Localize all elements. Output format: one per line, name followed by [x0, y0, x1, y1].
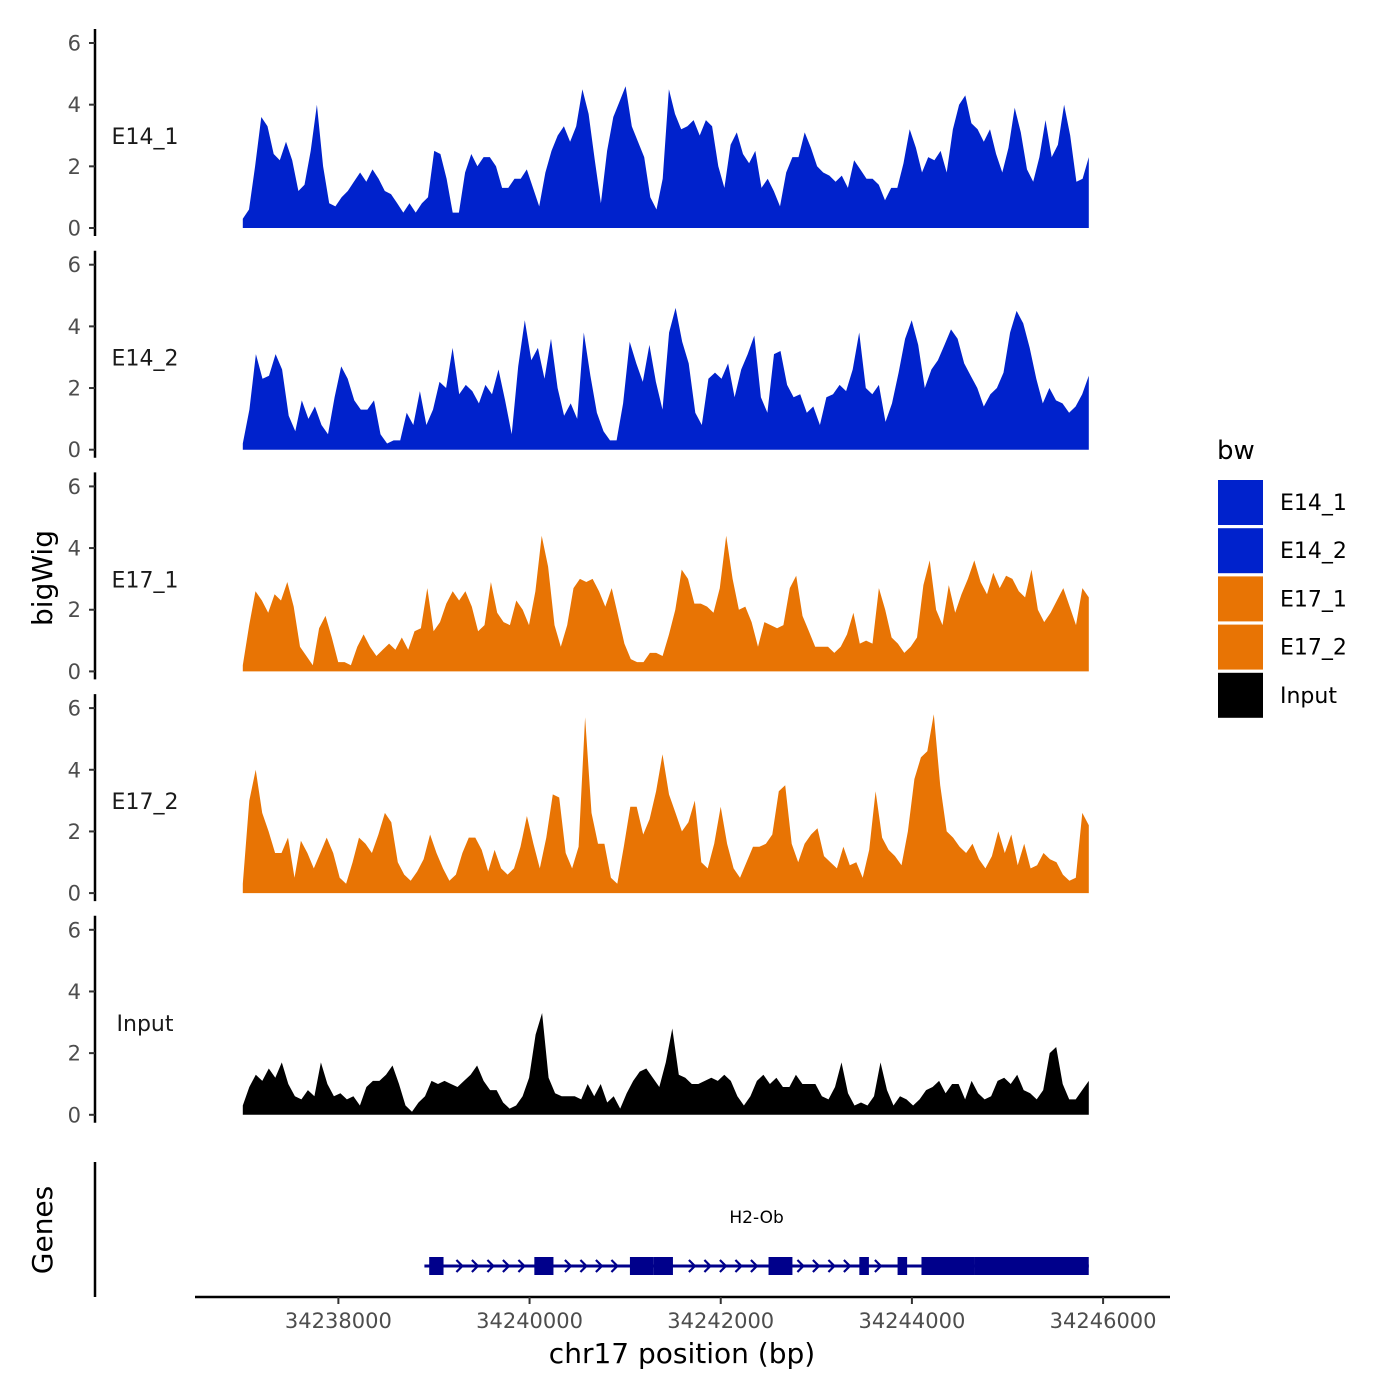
x-tick-label: 34242000	[667, 1309, 774, 1333]
strand-arrow	[471, 1259, 480, 1273]
x-tick-label: 34244000	[858, 1309, 965, 1333]
legend-swatch	[1218, 624, 1263, 670]
strand-arrow	[796, 1259, 805, 1273]
track-E14_2: 0 2 4 6 E14_2	[68, 250, 1089, 462]
legend-item-Input: Input	[1218, 672, 1337, 718]
track-label: E14_2	[112, 347, 179, 372]
strand-arrow	[750, 1259, 759, 1273]
legend-item-E14_1: E14_1	[1218, 480, 1347, 525]
y-axis-title: bigWig	[26, 530, 59, 626]
y-tick-label: 0	[68, 438, 81, 462]
gene-track-title: Genes	[26, 1186, 59, 1274]
track-Input: 0 2 4 6 Input	[68, 915, 1089, 1127]
signal-tracks: 0 2 4 6 E14_1 0 2 4 6 E14_2 0 2 4 6 E17_1 0 2 4 6 E17_2 0 2 4 6…	[68, 29, 1089, 1127]
strand-arrow	[703, 1259, 712, 1273]
exon	[768, 1257, 793, 1275]
y-tick-label: 4	[68, 980, 81, 1004]
signal-area-Input	[242, 1013, 1089, 1115]
legend: bw E14_1 E14_2 E17_1 E17_2 Input	[1217, 436, 1347, 718]
signal-area-E17_2	[242, 714, 1089, 894]
legend-item-E17_2: E17_2	[1218, 624, 1347, 670]
track-label: E14_1	[112, 125, 179, 150]
x-tick-label: 34238000	[285, 1309, 392, 1333]
exon	[921, 1257, 975, 1275]
legend-label: E17_2	[1280, 636, 1347, 661]
exon	[897, 1257, 908, 1275]
strand-arrow	[564, 1259, 573, 1273]
strand-arrow	[502, 1259, 511, 1273]
gene-H2-Ob: H2-Ob	[424, 1208, 1089, 1275]
legend-swatch	[1218, 672, 1263, 718]
y-tick-label: 2	[68, 1042, 81, 1066]
gene-name-label: H2-Ob	[729, 1208, 783, 1228]
exon	[974, 1257, 1089, 1275]
y-tick-label: 2	[68, 820, 81, 844]
y-tick-label: 2	[68, 598, 81, 622]
track-label: Input	[117, 1012, 174, 1037]
y-tick-label: 4	[68, 758, 81, 782]
strand-arrow	[688, 1259, 697, 1273]
y-tick-label: 6	[68, 32, 81, 56]
strand-arrow	[517, 1259, 526, 1273]
y-tick-label: 0	[68, 217, 81, 241]
x-tick-label: 34240000	[476, 1309, 583, 1333]
legend-title: bw	[1217, 436, 1255, 466]
track-E17_2: 0 2 4 6 E17_2	[68, 694, 1089, 906]
y-tick-label: 6	[68, 475, 81, 499]
gene-track: H2-Ob	[93, 1162, 1089, 1297]
strand-arrow	[734, 1259, 743, 1273]
strand-arrow	[719, 1259, 728, 1273]
legend-label: E14_2	[1280, 539, 1347, 564]
strand-arrow	[579, 1259, 588, 1273]
legend-swatch	[1218, 480, 1263, 525]
x-tick-label: 34246000	[1050, 1309, 1157, 1333]
strand-arrow	[812, 1259, 821, 1273]
legend-swatch	[1218, 528, 1263, 574]
y-tick-label: 2	[68, 155, 81, 179]
legend-label: Input	[1280, 684, 1337, 709]
signal-area-E14_2	[242, 307, 1089, 450]
x-axis: 34238000 34240000 34242000 34244000 34246000	[195, 1295, 1170, 1333]
y-tick-label: 0	[68, 1103, 81, 1127]
y-tick-label: 4	[68, 537, 81, 561]
y-tick-label: 4	[68, 315, 81, 339]
legend-item-E17_1: E17_1	[1218, 576, 1347, 622]
y-tick-label: 6	[68, 918, 81, 942]
y-tick-label: 6	[68, 697, 81, 721]
legend-label: E14_1	[1280, 491, 1347, 516]
strand-arrow	[874, 1259, 883, 1273]
legend-label: E17_1	[1280, 587, 1347, 612]
y-tick-label: 6	[68, 253, 81, 277]
y-tick-label: 2	[68, 377, 81, 401]
strand-arrow	[595, 1259, 604, 1273]
exon	[859, 1257, 869, 1275]
strand-arrow	[610, 1259, 619, 1273]
signal-area-E14_1	[242, 86, 1089, 228]
track-E14_1: 0 2 4 6 E14_1	[68, 29, 1089, 241]
exon	[653, 1257, 673, 1275]
strand-arrow	[486, 1259, 495, 1273]
y-tick-label: 0	[68, 882, 81, 906]
track-label: E17_2	[112, 790, 179, 815]
exon	[429, 1257, 444, 1275]
track-E17_1: 0 2 4 6 E17_1	[68, 472, 1089, 684]
exon	[534, 1257, 554, 1275]
exon	[629, 1257, 654, 1275]
y-tick-label: 0	[68, 660, 81, 684]
track-label: E17_1	[112, 568, 179, 593]
x-axis-title: chr17 position (bp)	[549, 1337, 815, 1370]
y-tick-label: 4	[68, 93, 81, 117]
strand-arrow	[827, 1259, 836, 1273]
strand-arrow	[455, 1259, 464, 1273]
legend-item-E14_2: E14_2	[1218, 528, 1347, 574]
signal-area-E17_1	[242, 535, 1089, 672]
strand-arrow	[843, 1259, 852, 1273]
legend-swatch	[1218, 576, 1263, 622]
